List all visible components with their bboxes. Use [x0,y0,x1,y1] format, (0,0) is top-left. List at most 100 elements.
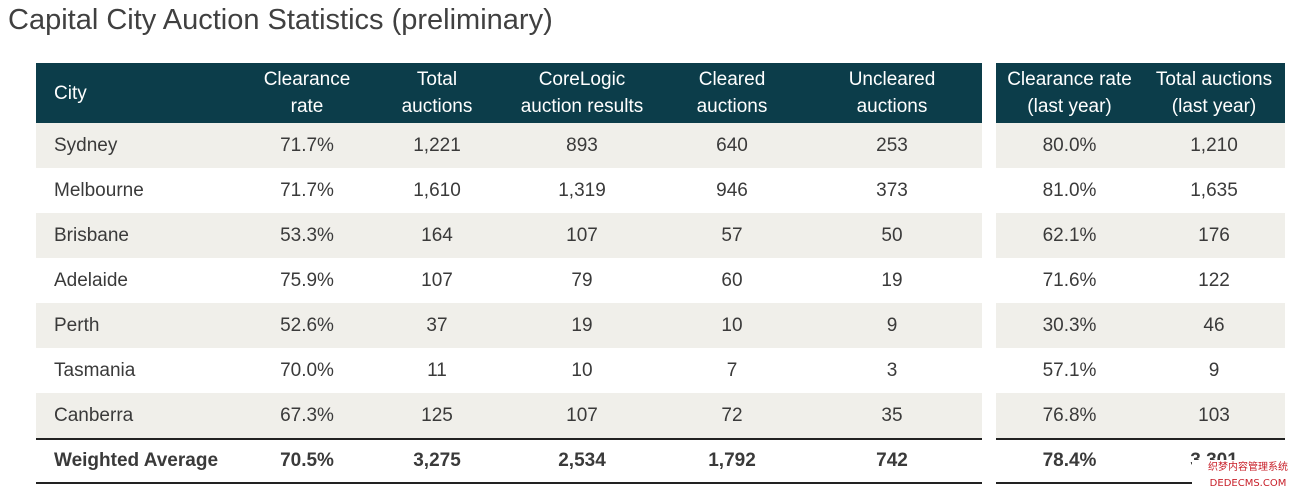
header-line: (last year) [1027,96,1112,117]
column-header-clearance-rate-last-year: Clearance rate (last year) [996,63,1143,123]
auction-stats-table: City Clearance rate Total auctions CoreLog… [36,63,982,484]
watermark-line: DEDECMS.COM [1209,478,1287,489]
city-cell: Canberra [36,393,242,439]
value-cell: 71.7% [280,179,334,201]
table-row: 81.0% 1,635 [996,168,1285,213]
column-header-city: City [36,63,242,123]
city-cell: Sydney [36,123,242,168]
value-cell: 46 [1143,303,1285,348]
table-row: Perth 52.6% 37 19 10 9 [36,303,982,348]
value-cell: 9 [1208,359,1220,381]
column-header-uncleared-auctions: Uncleared auctions [802,63,982,123]
value-cell: 107 [502,213,662,258]
city-cell: Adelaide [54,269,128,291]
value-cell: 50 [802,213,982,258]
value-cell: 103 [1143,393,1285,439]
value-cell: 79 [571,269,593,291]
average-value: 1,792 [662,438,802,484]
header-line: Clearance [263,69,351,90]
table-row: 71.6% 122 [996,258,1285,303]
value-cell: 946 [716,179,748,201]
column-header-clearance-rate: Clearance rate [242,63,372,123]
header-line: auctions [696,96,768,117]
column-header-cleared-auctions: Cleared auctions [662,63,802,123]
table-row: Adelaide 75.9% 107 79 60 19 [36,258,982,303]
value-cell: 75.9% [280,269,334,291]
value-cell: 122 [1198,269,1230,291]
value-cell: 72 [662,393,802,439]
value-cell: 53.3% [242,213,372,258]
header-line: auctions [401,96,473,117]
header-line: Total auctions [1155,69,1273,90]
city-cell: Brisbane [36,213,242,258]
table-header-row: City Clearance rate Total auctions CoreLog… [36,63,982,123]
value-cell: 107 [421,269,453,291]
value-cell: 7 [726,359,738,381]
value-cell: 30.3% [996,303,1143,348]
average-value: 78.4% [996,438,1143,484]
header-line: Uncleared [848,69,936,90]
table-row: Canberra 67.3% 125 107 72 35 [36,393,982,439]
value-cell: 71.6% [1042,269,1097,291]
value-cell: 1,610 [413,179,461,201]
value-cell: 19 [881,269,903,291]
average-value: 742 [802,438,982,484]
city-cell: Tasmania [54,359,136,381]
city-cell: Perth [36,303,242,348]
value-cell: 57 [662,213,802,258]
page-title: Capital City Auction Statistics (prelimi… [8,4,553,36]
last-year-table: Clearance rate (last year) Total auctions… [996,63,1285,484]
value-cell: 81.0% [1042,179,1097,201]
value-cell: 164 [372,213,502,258]
value-cell: 62.1% [996,213,1143,258]
watermark-line: 织梦内容管理系统 [1208,462,1288,473]
table-row: Sydney 71.7% 1,221 893 640 253 [36,123,982,168]
value-cell: 1,210 [1143,123,1285,168]
column-header-total-auctions: Total auctions [372,63,502,123]
average-value: 3,275 [372,438,502,484]
value-cell: 57.1% [1042,359,1097,381]
column-header-corelogic-results: CoreLogic auction results [502,63,662,123]
header-line: Cleared [698,69,766,90]
header-line: Total [416,69,458,90]
value-cell: 60 [721,269,743,291]
city-cell: Melbourne [54,179,144,201]
value-cell: 3 [886,359,898,381]
value-cell: 52.6% [242,303,372,348]
average-value: 2,534 [502,438,662,484]
value-cell: 76.8% [996,393,1143,439]
header-line: auction results [520,96,644,117]
header-line: Clearance rate [1007,69,1132,90]
table-row: 62.1% 176 [996,213,1285,258]
value-cell: 640 [662,123,802,168]
table-row: Tasmania 70.0% 11 10 7 3 [36,348,982,393]
header-line: rate [290,96,324,117]
header-line: (last year) [1171,96,1257,117]
header-line: auctions [856,96,928,117]
value-cell: 80.0% [996,123,1143,168]
value-cell: 373 [876,179,908,201]
table-row: Brisbane 53.3% 164 107 57 50 [36,213,982,258]
value-cell: 253 [802,123,982,168]
value-cell: 35 [802,393,982,439]
value-cell: 107 [502,393,662,439]
value-cell: 19 [502,303,662,348]
weighted-average-row: Weighted Average 70.5% 3,275 2,534 1,792 742 [36,438,982,484]
table-row: 57.1% 9 [996,348,1285,393]
value-cell: 1,319 [558,179,606,201]
value-cell: 11 [427,359,447,381]
table-row: 80.0% 1,210 [996,123,1285,168]
value-cell: 893 [502,123,662,168]
header-line: CoreLogic [538,69,626,90]
watermark-logo: 织梦内容管理系统 DEDECMS.COM [1192,460,1304,494]
table-row: 30.3% 46 [996,303,1285,348]
table-row: 76.8% 103 [996,393,1285,439]
value-cell: 67.3% [242,393,372,439]
value-cell: 10 [571,359,593,381]
value-cell: 176 [1143,213,1285,258]
value-cell: 125 [372,393,502,439]
average-value: 70.5% [242,438,372,484]
column-header-total-auctions-last-year: Total auctions (last year) [1143,63,1285,123]
value-cell: 37 [372,303,502,348]
table-row: Melbourne 71.7% 1,610 1,319 946 373 [36,168,982,213]
